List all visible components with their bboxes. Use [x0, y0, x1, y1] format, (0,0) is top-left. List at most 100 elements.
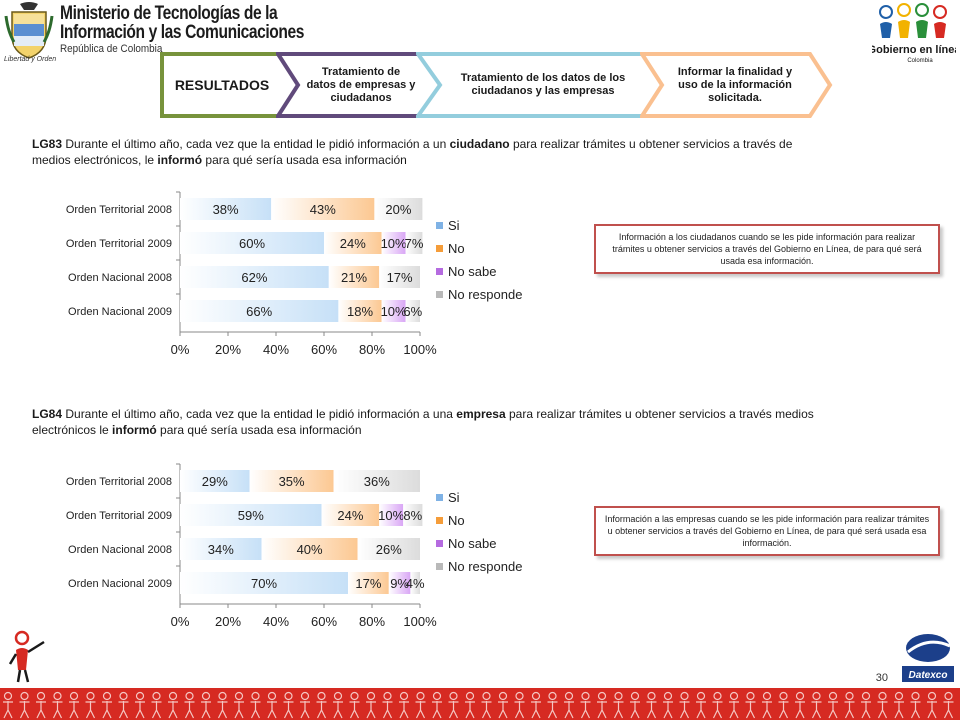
data-label: 66%	[246, 304, 272, 319]
footer-figure-head	[3, 691, 13, 701]
bar-no	[348, 572, 389, 594]
footer-figure-head	[300, 691, 310, 701]
footer-figure-body	[811, 701, 822, 719]
footer-figure-body	[151, 701, 162, 719]
footer-figure-body	[795, 701, 805, 719]
footer-figure-body	[267, 701, 277, 719]
footer-figure-head	[548, 691, 557, 701]
footer-figure-head	[251, 691, 260, 701]
question-text: para realizar trámites u obtener servici…	[32, 137, 793, 167]
question-emphasis: informó	[157, 153, 203, 167]
footer-figure-body	[415, 701, 426, 719]
footer-figure-head	[383, 691, 392, 701]
bar-si	[180, 300, 339, 322]
bar-si	[180, 504, 322, 526]
question-lg84: LG84 Durante el último año, cada vez que…	[32, 406, 832, 438]
category-label: Orden Territorial 2009	[66, 238, 172, 250]
step-tratamiento-empresas[interactable]: Tratamiento de datos de empresas y ciuda…	[276, 52, 446, 118]
footer-figure-head	[597, 691, 607, 701]
legend-swatch	[436, 268, 443, 275]
footer-figure-body	[514, 701, 525, 719]
bar-no-responde	[357, 538, 420, 560]
footer-figure-body	[300, 701, 310, 719]
footer-figure-body	[745, 701, 756, 719]
legend-swatch	[436, 494, 443, 501]
footer-figure-head	[696, 691, 706, 701]
footer-figure-body	[597, 701, 607, 719]
footer-figure-body	[234, 701, 244, 719]
data-label: 4%	[406, 576, 425, 591]
bar-si	[180, 266, 329, 288]
footer-figure-body	[217, 701, 228, 719]
x-tick-label: 100%	[403, 342, 437, 356]
x-tick-label: 100%	[403, 614, 437, 628]
chart-lg83: 0% 20% 40% 60% 80% 100% Orden Territorial 2008…	[66, 191, 522, 356]
note-ciudadanos: Información a los ciudadanos cuando se l…	[594, 224, 940, 274]
footer-figure-body	[861, 701, 871, 719]
footer-figure-head	[614, 691, 623, 701]
footer-figure-body	[580, 701, 591, 719]
category-label: Orden Territorial 2009	[66, 510, 172, 522]
footer-figure-body	[481, 701, 492, 719]
ministry-title-line1: Ministerio de Tecnologías de la	[60, 3, 278, 24]
footer-figure-body	[19, 701, 30, 719]
footer-figure-body	[168, 701, 178, 719]
footer-figure-body	[844, 701, 855, 719]
legend-label: No sabe	[448, 264, 496, 279]
category-label: Orden Nacional 2008	[68, 544, 172, 556]
bar-no-responde	[374, 198, 423, 220]
step-tratamiento-empresas-label: Tratamiento de datos de empresas y ciuda…	[306, 65, 416, 104]
footer-figure-head	[86, 691, 95, 701]
data-label: 26%	[376, 542, 402, 557]
legend-swatch	[436, 540, 443, 547]
footer-figure-body	[613, 701, 624, 719]
step-resultados[interactable]: RESULTADOS	[160, 52, 312, 118]
data-label: 7%	[405, 236, 424, 251]
legend-swatch	[436, 222, 443, 229]
footer-figure-body	[630, 701, 640, 719]
data-label: 35%	[279, 474, 305, 489]
footer-figure-head	[812, 691, 821, 701]
footer-figure-head	[927, 691, 937, 701]
x-tick-label: 60%	[311, 342, 337, 356]
question-emphasis: ciudadano	[449, 137, 510, 151]
footer-figure-body	[118, 701, 129, 719]
footer-figure-head	[350, 691, 359, 701]
step-tratamiento-ciudadanos[interactable]: Tratamiento de los datos de los ciudadan…	[416, 52, 670, 118]
datexco-logo: Datexco	[902, 634, 954, 682]
data-label: 34%	[208, 542, 234, 557]
gel-country-text: Colombia	[907, 58, 933, 64]
footer-figure-head	[878, 691, 887, 701]
footer-figure-head	[630, 691, 640, 701]
footer-figure-head	[284, 691, 293, 701]
footer-figure-head	[762, 691, 772, 701]
bar-no	[249, 470, 334, 492]
bar-si	[180, 572, 348, 594]
gel-name-text: Gobierno en línea	[872, 44, 956, 56]
footer-figure-head	[119, 691, 128, 701]
data-label: 24%	[340, 236, 366, 251]
legend-label: No responde	[448, 287, 522, 302]
data-label: 40%	[297, 542, 323, 557]
page-number: 30	[875, 672, 888, 684]
footer-figure-head	[482, 691, 491, 701]
step-informar-finalidad[interactable]: Informar la finalidad y uso de la inform…	[640, 52, 834, 118]
gobierno-en-linea-logo: Gobierno en línea Colombia	[872, 3, 956, 64]
ministry-subtitle: República de Colombia	[60, 43, 163, 55]
footer-figure-body	[349, 701, 360, 719]
legend-swatch	[436, 291, 443, 298]
step-resultados-label: RESULTADOS	[174, 76, 270, 93]
footer-figure-body	[679, 701, 690, 719]
question-lg83: LG83 Durante el último año, cada vez que…	[32, 136, 832, 168]
footer-figure-head	[333, 691, 343, 701]
footer-figure-body	[531, 701, 541, 719]
x-tick-label: 20%	[215, 614, 241, 628]
legend-swatch	[436, 517, 443, 524]
bar-no-responde	[333, 470, 420, 492]
data-label: 70%	[251, 576, 277, 591]
footer-figure-head	[911, 691, 920, 701]
legend-label: No	[448, 513, 465, 528]
bar-si	[180, 538, 262, 560]
footer-figure-body	[283, 701, 294, 719]
data-label: 38%	[213, 202, 239, 217]
